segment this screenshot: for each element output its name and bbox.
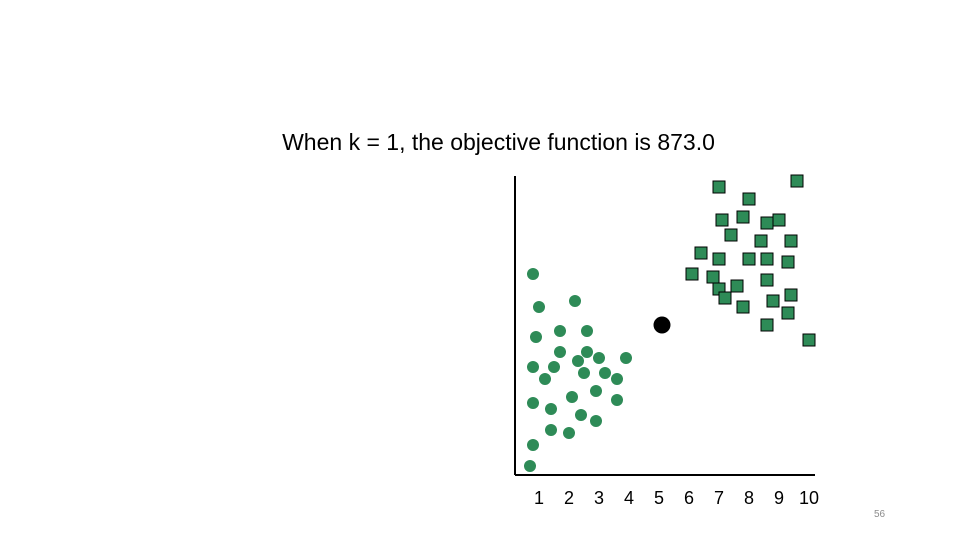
circle-point xyxy=(599,367,611,379)
x-tick-label: 7 xyxy=(714,488,724,508)
slide-number: 56 xyxy=(874,509,886,520)
circle-point xyxy=(527,268,539,280)
square-point xyxy=(784,288,798,302)
circle-point xyxy=(527,361,539,373)
circle-point xyxy=(578,367,590,379)
square-point xyxy=(784,234,798,248)
square-point xyxy=(712,180,726,194)
circle-point xyxy=(611,373,623,385)
x-tick-label: 8 xyxy=(744,488,754,508)
circle-point xyxy=(527,439,539,451)
circle-point xyxy=(575,409,587,421)
circle-point xyxy=(548,361,560,373)
square-point xyxy=(760,216,774,230)
square-point xyxy=(742,192,756,206)
circle-point xyxy=(554,346,566,358)
circle-point xyxy=(527,397,539,409)
square-point xyxy=(790,174,804,188)
circle-point xyxy=(566,391,578,403)
circle-point xyxy=(581,346,593,358)
square-point xyxy=(742,252,756,266)
data-points xyxy=(524,174,816,472)
square-point xyxy=(766,294,780,308)
circle-point xyxy=(554,325,566,337)
circle-point xyxy=(533,301,545,313)
x-tick-label: 10 xyxy=(799,488,819,508)
circle-point xyxy=(530,331,542,343)
square-point xyxy=(736,210,750,224)
square-point xyxy=(760,273,774,287)
circle-point xyxy=(569,295,581,307)
square-point xyxy=(685,267,699,281)
square-point xyxy=(781,306,795,320)
x-tick-label: 3 xyxy=(594,488,604,508)
square-point xyxy=(712,252,726,266)
circle-point xyxy=(563,427,575,439)
x-tick-label: 2 xyxy=(564,488,574,508)
x-tick-label: 5 xyxy=(654,488,664,508)
square-point xyxy=(715,213,729,227)
circle-point xyxy=(581,325,593,337)
slide-title: When k = 1, the objective function is 87… xyxy=(282,129,715,155)
square-point xyxy=(754,234,768,248)
x-tick-label: 1 xyxy=(534,488,544,508)
x-tick-label: 9 xyxy=(774,488,784,508)
circle-point xyxy=(590,415,602,427)
x-tick-label: 4 xyxy=(624,488,634,508)
square-point xyxy=(694,246,708,260)
circle-point xyxy=(545,424,557,436)
square-point xyxy=(772,213,786,227)
square-point xyxy=(706,270,720,284)
x-tick-labels: 1 2 3 4 5 6 7 8 9 10 xyxy=(534,488,819,508)
circle-point xyxy=(545,403,557,415)
circle-point xyxy=(620,352,632,364)
circle-point xyxy=(572,355,584,367)
circle-point xyxy=(590,385,602,397)
square-point xyxy=(781,255,795,269)
square-point xyxy=(760,318,774,332)
square-point xyxy=(736,300,750,314)
square-point xyxy=(802,333,816,347)
circle-point xyxy=(611,394,623,406)
square-point xyxy=(730,279,744,293)
centroid-point xyxy=(653,316,671,334)
circle-point xyxy=(593,352,605,364)
circle-point xyxy=(524,460,536,472)
square-point xyxy=(718,291,732,305)
circle-point xyxy=(539,373,551,385)
square-point xyxy=(724,228,738,242)
square-point xyxy=(760,252,774,266)
x-tick-label: 6 xyxy=(684,488,694,508)
